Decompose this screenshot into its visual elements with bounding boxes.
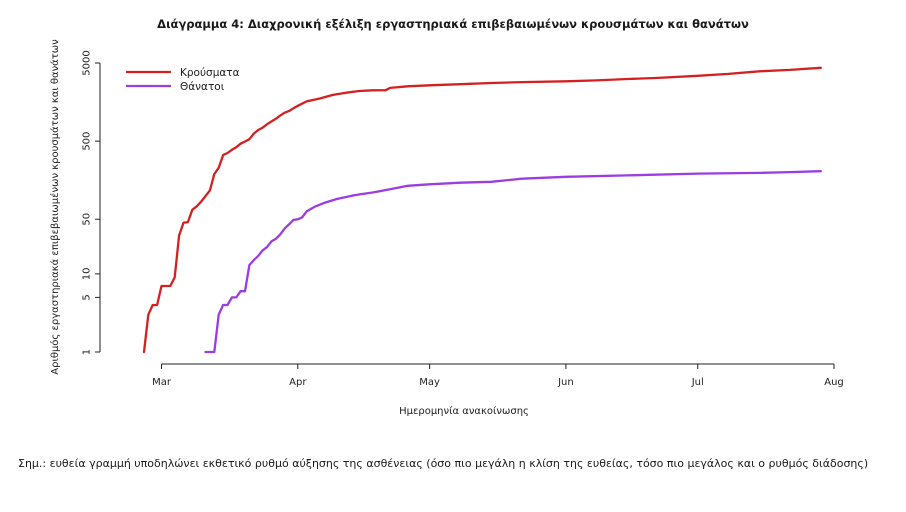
axes: 1 5 10 50 500 5000 Mar Apr May Jun Jul Aug Ημερομηνί… [49, 39, 844, 417]
y-tick-label: 5000 [82, 50, 93, 75]
chart-area: 1 5 10 50 500 5000 Mar Apr May Jun Jul Aug Ημερομηνί… [49, 39, 844, 417]
x-tick-label: Aug [824, 377, 844, 388]
y-tick-label: 10 [82, 268, 93, 281]
series-layer [142, 66, 822, 354]
legend-label-2: Θάνατοι [180, 81, 225, 93]
chart-note: Σημ.: ευθεία γραμμή υποδηλώνει εκθετικό … [18, 457, 869, 470]
x-tick-label: Mar [152, 377, 172, 388]
chart-title: Διάγραμμα 4: Διαχρονική εξέλιξη εργαστηρ… [157, 17, 749, 31]
y-axis-title: Αριθμός εργαστηριακά επιβεβαιωμένων κρου… [49, 39, 61, 375]
x-axis-title: Ημερομηνία ανακοίνωσης [399, 405, 529, 417]
y-tick-label: 1 [82, 349, 93, 355]
x-tick-label: Jun [557, 377, 574, 388]
x-tick-label: May [419, 377, 440, 388]
series-line-1 [142, 66, 822, 354]
series-line-2 [204, 170, 822, 354]
legend: Κρούσματα Θάνατοι [126, 67, 240, 93]
y-tick-label: 50 [82, 213, 93, 226]
legend-label-1: Κρούσματα [180, 67, 240, 79]
x-tick-label: Apr [289, 377, 307, 388]
y-tick-label: 5 [82, 294, 93, 300]
x-tick-label: Jul [691, 377, 704, 388]
y-tick-label: 500 [82, 132, 93, 151]
